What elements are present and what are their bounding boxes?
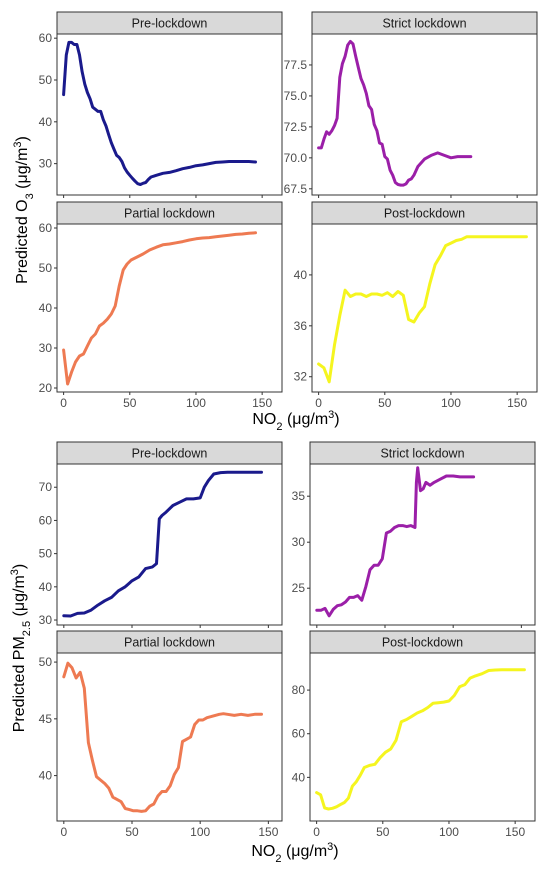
panels-layer: Pre-lockdown 0 50 100 150 30 40 50 60 Strict lock…	[39, 11, 538, 839]
panel-title: Post-lockdown	[382, 636, 463, 650]
y-tick-label: 77.5	[284, 58, 308, 72]
y-tick-label: 40	[39, 301, 53, 315]
panel-title: Pre-lockdown	[132, 447, 208, 461]
plot-area	[56, 33, 283, 196]
x-tick-label: 150	[258, 825, 278, 839]
plot-area	[309, 652, 536, 822]
x-tick-label: 50	[376, 825, 390, 839]
panel-1: Pre-lockdown05010015030405060	[39, 11, 283, 213]
panel-title: Partial lockdown	[124, 636, 215, 650]
top-y-axis-title: Predicted O3 (μg/m3)	[12, 136, 36, 284]
top-x-axis-title: NO2 (μg/m3)	[252, 409, 339, 433]
panel-title: Post-lockdown	[384, 207, 465, 221]
plot-area	[311, 33, 538, 196]
series-line	[62, 661, 263, 813]
panel-5: Pre-lockdown0501001503040506070	[39, 441, 283, 643]
series-line	[62, 40, 257, 186]
y-tick-label: 70	[39, 480, 53, 494]
panel-4: Post-lockdown 0 50 100 150 32 36 40	[294, 201, 538, 410]
x-tick-label: 150	[252, 396, 272, 410]
y-tick-label: 40	[292, 770, 306, 784]
panel-3: Partial lockdown 0 50 100 150 20 30 40 50 60	[39, 201, 283, 410]
x-tick-label: 100	[439, 825, 459, 839]
y-tick-label: 50	[39, 547, 53, 561]
y-tick-label: 60	[39, 31, 53, 45]
bottom-x-axis-title: NO2 (μg/m3)	[251, 841, 338, 865]
y-tick-label: 30	[39, 157, 53, 171]
series-line	[315, 668, 526, 811]
y-tick-label: 60	[39, 221, 53, 235]
y-tick-label: 80	[292, 683, 306, 697]
x-tick-label: 100	[190, 825, 210, 839]
y-tick-label: 25	[292, 581, 306, 595]
x-tick-label: 0	[60, 825, 67, 839]
y-tick-label: 40	[39, 769, 53, 783]
plot-area	[56, 223, 283, 393]
plot-area	[56, 463, 283, 626]
x-tick-label: 100	[186, 396, 206, 410]
y-tick-label: 70.0	[284, 151, 308, 165]
series-line	[315, 466, 476, 618]
series-line	[317, 235, 528, 384]
x-tick-label: 50	[378, 396, 392, 410]
x-tick-label: 150	[507, 396, 527, 410]
y-tick-label: 40	[39, 580, 53, 594]
y-tick-label: 40	[294, 268, 308, 282]
y-tick-label: 40	[39, 115, 53, 129]
x-tick-label: 0	[315, 396, 322, 410]
panel-8: Post-lockdown 0 50 100 150 40 60 80	[292, 630, 536, 839]
y-tick-label: 35	[292, 489, 306, 503]
plot-area	[56, 652, 283, 822]
panel-title: Partial lockdown	[124, 207, 215, 221]
x-tick-label: 50	[125, 825, 139, 839]
panel-title: Strict lockdown	[382, 17, 466, 31]
y-tick-label: 72.5	[284, 120, 308, 134]
x-tick-label: 0	[60, 396, 67, 410]
series-line	[317, 39, 473, 187]
panel-title: Strict lockdown	[380, 447, 464, 461]
y-tick-label: 67.5	[284, 182, 308, 196]
y-tick-label: 50	[39, 73, 53, 87]
x-tick-label: 0	[313, 825, 320, 839]
y-tick-label: 60	[39, 513, 53, 527]
y-tick-label: 75.0	[284, 89, 308, 103]
series-line	[62, 231, 257, 386]
y-tick-label: 50	[39, 261, 53, 275]
x-tick-label: 100	[441, 396, 461, 410]
y-tick-label: 32	[294, 370, 308, 384]
panel-2: Strict lockdown05010015067.570.072.575.0…	[284, 11, 538, 213]
bottom-y-axis-title: Predicted PM2.5 (μg/m3)	[9, 564, 33, 732]
x-tick-label: 150	[505, 825, 525, 839]
panel-6: Strict lockdown050100150253035	[292, 441, 536, 643]
panel-title: Pre-lockdown	[132, 17, 208, 31]
series-line	[62, 470, 263, 618]
y-tick-label: 30	[292, 535, 306, 549]
y-tick-label: 50	[39, 655, 53, 669]
y-tick-label: 20	[39, 381, 53, 395]
x-tick-label: 50	[123, 396, 137, 410]
y-tick-label: 30	[39, 341, 53, 355]
y-tick-label: 60	[292, 727, 306, 741]
y-tick-label: 36	[294, 319, 308, 333]
y-tick-label: 45	[39, 712, 53, 726]
panel-7: Partial lockdown 0 50 100 150 40 45 50	[39, 630, 283, 839]
y-tick-label: 30	[39, 613, 53, 627]
